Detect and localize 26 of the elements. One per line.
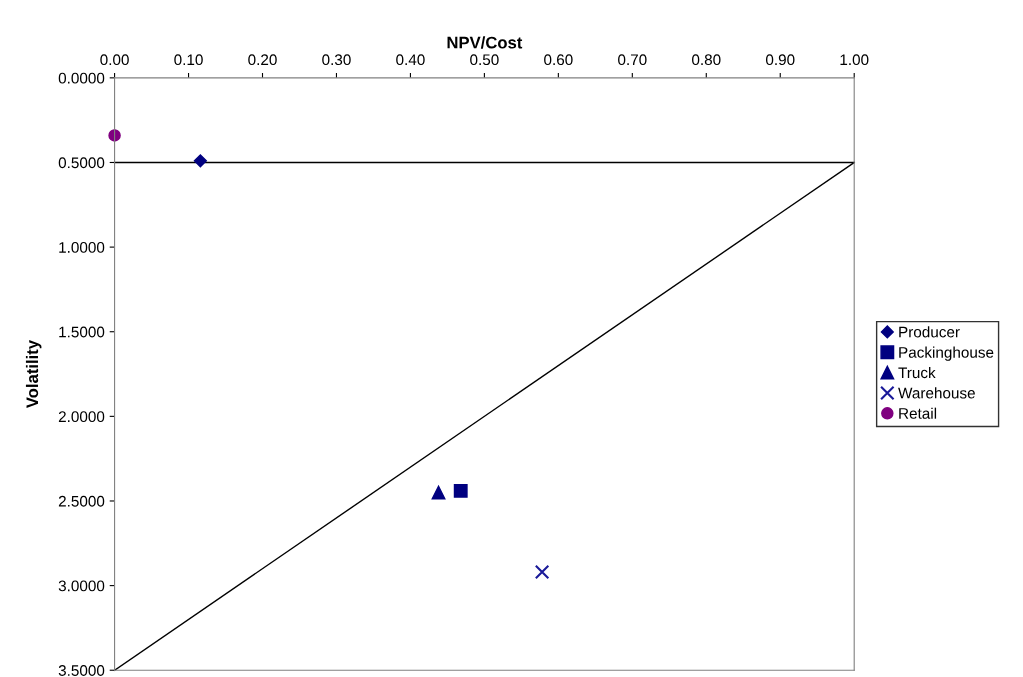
x-tick-label: 0.70 <box>618 54 647 66</box>
x-tick-label: 0.40 <box>396 54 425 66</box>
legend-label: Retail <box>899 407 937 419</box>
y-axis-title: Volatility <box>25 340 42 409</box>
x-tick-label: 0.80 <box>692 54 721 66</box>
x-axis-title: NPV/Cost <box>447 36 523 49</box>
x-tick-label: 0.60 <box>544 54 573 66</box>
y-tick-label: 1.0000 <box>59 241 105 253</box>
y-tick-label: 0.5000 <box>58 157 105 169</box>
x-tick-label: 1.00 <box>840 54 869 66</box>
x-tick-label: 0.10 <box>174 54 203 66</box>
legend-label: Truck <box>898 366 936 379</box>
y-tick-label: 0.0000 <box>58 72 105 84</box>
x-tick-label: 0.30 <box>322 54 351 66</box>
x-tick-label: 0.50 <box>470 54 499 66</box>
legend-label: Warehouse <box>898 387 975 399</box>
legend-label: Packinghouse <box>899 346 994 361</box>
x-tick-label: 0.90 <box>765 54 795 66</box>
x-tick-label: 0.00 <box>100 54 129 66</box>
y-tick-label: 2.0000 <box>58 411 105 423</box>
y-tick-label: 1.5000 <box>59 326 105 338</box>
legend-label: Producer <box>899 326 960 338</box>
y-tick-label: 3.0000 <box>58 580 105 592</box>
y-tick-label: 2.5000 <box>58 495 105 507</box>
y-tick-label: 3.5000 <box>58 665 105 676</box>
x-tick-label: 0.20 <box>248 54 277 66</box>
